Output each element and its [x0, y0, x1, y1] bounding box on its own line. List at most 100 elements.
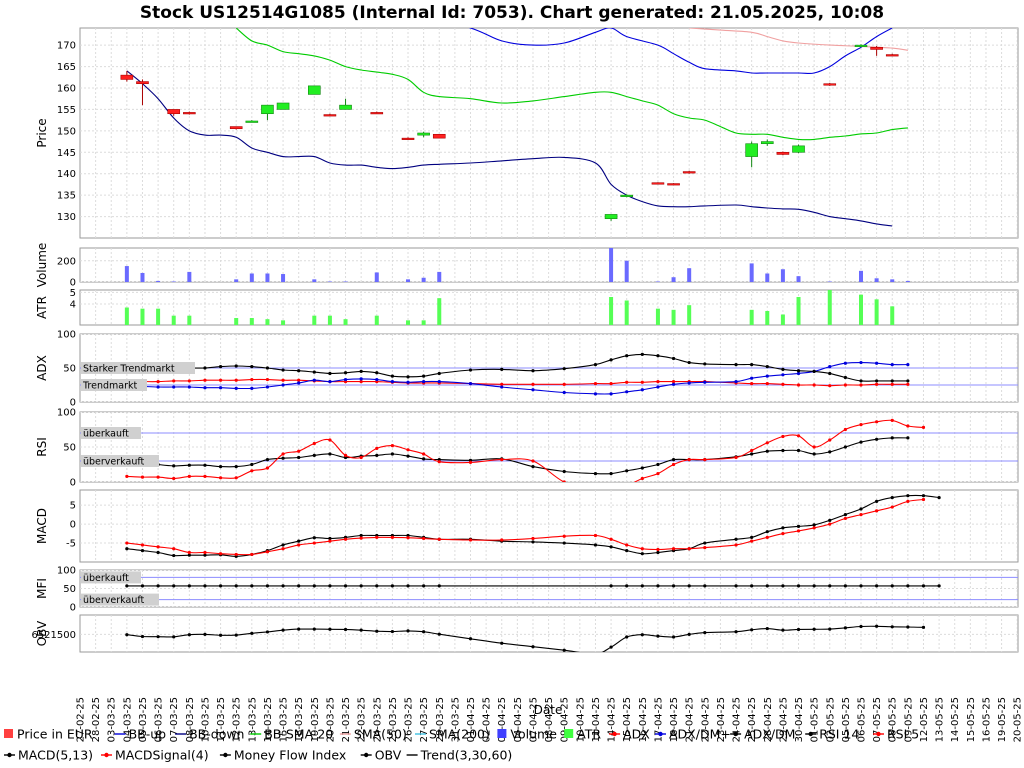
bar-volume [249, 273, 254, 282]
series-point-money-flow-index [187, 584, 191, 588]
series-point-adx [750, 382, 754, 386]
series-point-adx-dm [562, 390, 566, 395]
legend-item-rsi-5: RSI 5 [873, 727, 919, 742]
series-point-macd-5-13 [734, 537, 738, 541]
series-point-adx-dm [187, 385, 191, 389]
series-point-rsi-14 [875, 437, 879, 441]
legend-item-bb-up: BB-up [114, 727, 166, 742]
series-point-macd-5-13 [640, 552, 644, 556]
candle-body [323, 114, 337, 117]
series-point-adx-dm [750, 376, 754, 380]
series-point-macdsignal-4 [562, 534, 566, 538]
level-label-box [81, 379, 147, 391]
candle-body [604, 214, 618, 220]
bar-atr [140, 308, 145, 325]
series-point-adx-dm [437, 371, 441, 376]
series-point-money-flow-index [671, 584, 676, 588]
bar-atr [671, 309, 676, 325]
series-point-adx [640, 380, 644, 384]
series-point-macdsignal-4 [593, 533, 598, 538]
bar-atr [265, 319, 270, 325]
x-tick-label: 09-05-25 [903, 697, 914, 742]
series-point-rsi-5 [281, 452, 285, 456]
series-point-obv [281, 628, 285, 632]
series-point-money-flow-index [297, 584, 301, 588]
series-point-rsi-5 [140, 475, 145, 479]
series-point-rsi-5 [125, 474, 129, 478]
series-point-adx-dm [750, 363, 754, 367]
y-tick-label: 200 [57, 256, 76, 267]
y-tick-label: 160 [57, 84, 76, 95]
series-point-macdsignal-4 [765, 535, 769, 539]
series-point-adx-dm [328, 380, 332, 384]
pane-adx: 0 50 100 ADX Starker Trendmarkt Trendmarkt [35, 330, 1019, 409]
series-line-rsi-5 [126, 419, 924, 482]
series-point-macd-5-13 [843, 513, 847, 517]
series-point-adx-dm [234, 386, 238, 390]
series-point-obv [890, 625, 894, 629]
legend-swatch-dot [104, 752, 109, 758]
candle-body [651, 182, 665, 185]
series-point-adx-dm [640, 388, 644, 392]
series-point-adx [625, 380, 629, 384]
series-point-money-flow-index [937, 584, 941, 588]
candle-body [417, 132, 430, 136]
x-tick-label: 08-04-25 [544, 697, 555, 742]
series-point-adx-dm [375, 377, 379, 382]
series-point-adx-dm [625, 354, 629, 358]
series-point-adx-dm [500, 367, 504, 371]
series-point-rsi-5 [218, 476, 223, 480]
series-point-rsi-5 [859, 423, 863, 427]
series-point-adx-dm [828, 365, 832, 369]
x-tick-label: 11-04-25 [591, 697, 602, 742]
series-point-rsi-14 [312, 453, 316, 457]
y-tick-label: 100 [57, 408, 76, 419]
series-point-adx-dm [625, 390, 629, 394]
series-point-adx-dm [375, 371, 379, 375]
legend-swatch-dot [364, 752, 369, 758]
series-point-obv [859, 624, 863, 629]
series-point-macd-5-13 [593, 543, 598, 547]
pane-body-rsi [80, 412, 1018, 482]
legend-label: ADX [623, 727, 650, 742]
pane-macd: -5 0 5 MACD [35, 489, 1019, 563]
y-tick-label: 50 [63, 584, 76, 595]
x-tick-label: 05-05-25 [841, 697, 852, 742]
bar-atr [374, 315, 379, 325]
y-axis-label-mfi: MFI [35, 578, 49, 599]
series-point-macdsignal-4 [312, 541, 316, 545]
x-tick-label: 18-03-25 [294, 697, 305, 742]
series-point-rsi-14 [172, 464, 176, 468]
bar-atr [890, 306, 895, 325]
legend-label: SMA(50) [354, 727, 407, 742]
series-point-adx-dm [468, 382, 473, 386]
series-point-rsi-14 [328, 452, 332, 456]
x-tick-label: 20-03-25 [325, 697, 336, 742]
series-point-macd-5-13 [297, 539, 301, 543]
series-point-obv [781, 628, 785, 632]
x-tick-label: 22-03-25 [357, 697, 368, 742]
x-tick-label: 15-03-25 [279, 697, 290, 742]
series-point-adx [593, 382, 598, 386]
legend-label: MACDSignal(4) [115, 748, 209, 763]
series-point-adx-dm [390, 374, 394, 378]
y-tick-label: 50 [63, 364, 76, 375]
series-point-rsi-5 [812, 445, 816, 449]
series-point-obv [843, 626, 847, 630]
x-tick-label: 03-04-25 [497, 697, 508, 742]
legend-swatch-dot [223, 752, 228, 758]
series-point-adx-dm [281, 368, 285, 372]
series-point-obv [828, 627, 832, 631]
series-point-obv [187, 633, 191, 637]
series-point-macd-5-13 [156, 550, 160, 555]
series-point-obv [250, 631, 254, 635]
series-point-adx-dm [234, 364, 238, 368]
series-point-rsi-5 [562, 480, 566, 482]
series-point-adx-dm [734, 380, 738, 384]
x-tick-label: 21-04-25 [685, 697, 696, 742]
legend-swatch-dot [658, 731, 663, 737]
pane-rsi: 0 50 100 RSI überkauft überverkauft [35, 408, 1019, 489]
bar-atr [327, 315, 332, 325]
series-point-obv [172, 635, 176, 639]
y-tick-label: 145 [57, 148, 76, 159]
